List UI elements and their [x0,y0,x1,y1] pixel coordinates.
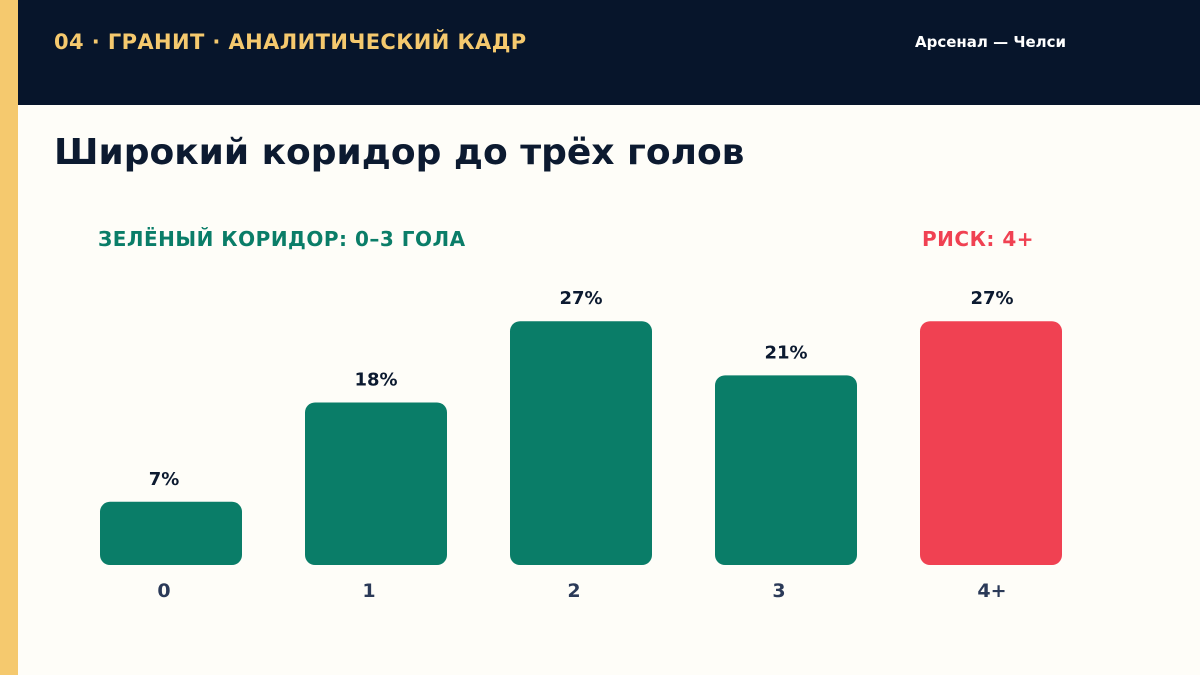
bar-4 [920,321,1062,565]
bar-3 [715,375,857,565]
value-label-1: 18% [354,369,397,390]
bar-0 [100,501,242,565]
accent-bar [0,0,18,675]
header: 04 · ГРАНИТ · АНАЛИТИЧЕСКИЙ КАДР Арсенал… [18,0,1200,105]
bar-1 [305,402,447,565]
value-label-2: 27% [559,288,602,309]
bar-2 [510,321,652,565]
match-title: Арсенал — Челси [915,33,1067,51]
value-label-0: 7% [149,469,180,490]
tick-label-0: 0 [157,580,170,602]
tick-label-2: 2 [567,580,580,602]
value-label-3: 21% [764,342,807,363]
tick-label-3: 3 [772,580,785,602]
section-kicker: 04 · ГРАНИТ · АНАЛИТИЧЕСКИЙ КАДР [54,30,527,54]
corridor-annotation: ЗЕЛЁНЫЙ КОРИДОР: 0–3 ГОЛА [98,227,466,251]
risk-annotation: РИСК: 4+ [922,227,1035,251]
tick-label-1: 1 [362,580,375,602]
value-label-4: 27% [970,288,1013,309]
slide-title: Широкий коридор до трёх голов [54,132,745,173]
tick-label-4: 4+ [977,580,1006,602]
